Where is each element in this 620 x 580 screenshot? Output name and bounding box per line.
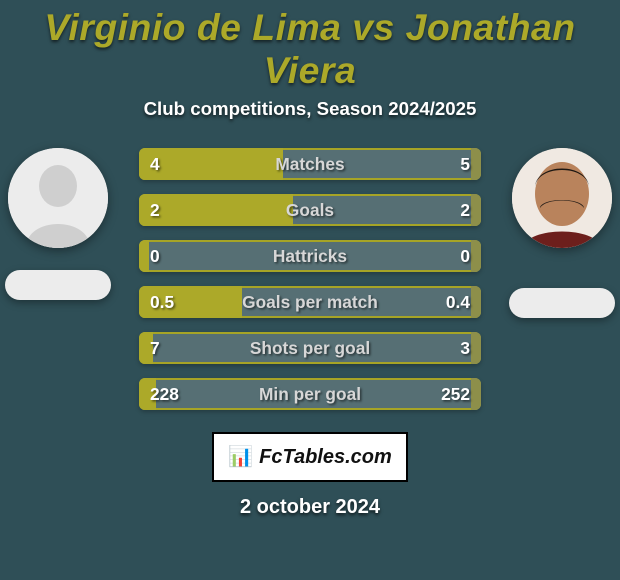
fctables-logo: 📊 FcTables.com — [212, 432, 408, 482]
stat-value-right: 252 — [441, 378, 470, 410]
stat-bar: Matches4 5 — [139, 148, 481, 180]
stat-value-right: 0.4 — [446, 286, 470, 318]
subtitle: Club competitions, Season 2024/2025 — [0, 98, 620, 120]
stat-label: Hattricks — [139, 240, 481, 272]
stat-bar: Hattricks0 0 — [139, 240, 481, 272]
stat-bars: Matches4 5 Goals2 2 Hattricks0 0 Goals per mat… — [139, 148, 481, 410]
stat-bar: Shots per goal7 3 — [139, 332, 481, 364]
player-right-col — [502, 148, 620, 318]
stat-value-right: 2 — [460, 194, 470, 226]
stat-label: Min per goal — [139, 378, 481, 410]
stat-label: Goals — [139, 194, 481, 226]
player-right-avatar — [512, 148, 612, 248]
page-title: Virginio de Lima vs Jonathan Viera — [0, 0, 620, 92]
player-left-col — [0, 148, 118, 300]
comparison-stage: Matches4 5 Goals2 2 Hattricks0 0 Goals per mat… — [0, 148, 620, 410]
stat-value-left: 228 — [150, 378, 179, 410]
report-date: 2 october 2024 — [0, 496, 620, 519]
stat-label: Shots per goal — [139, 332, 481, 364]
stat-value-left: 2 — [150, 194, 160, 226]
stat-value-left: 7 — [150, 332, 160, 364]
logo-text: FcTables.com — [259, 446, 392, 469]
stat-bar: Goals per match0.5 0.4 — [139, 286, 481, 318]
stat-value-left: 0 — [150, 240, 160, 272]
player-left-badge — [5, 270, 111, 300]
stat-label: Goals per match — [139, 286, 481, 318]
player-right-badge — [509, 288, 615, 318]
chart-icon: 📊 — [228, 447, 253, 467]
stat-value-left: 0.5 — [150, 286, 174, 318]
stat-value-right: 5 — [460, 148, 470, 180]
stat-bar: Goals2 2 — [139, 194, 481, 226]
stat-bar: Min per goal228 252 — [139, 378, 481, 410]
stat-value-right: 3 — [460, 332, 470, 364]
stat-value-right: 0 — [460, 240, 470, 272]
stat-label: Matches — [139, 148, 481, 180]
player-left-avatar — [8, 148, 108, 248]
stat-value-left: 4 — [150, 148, 160, 180]
